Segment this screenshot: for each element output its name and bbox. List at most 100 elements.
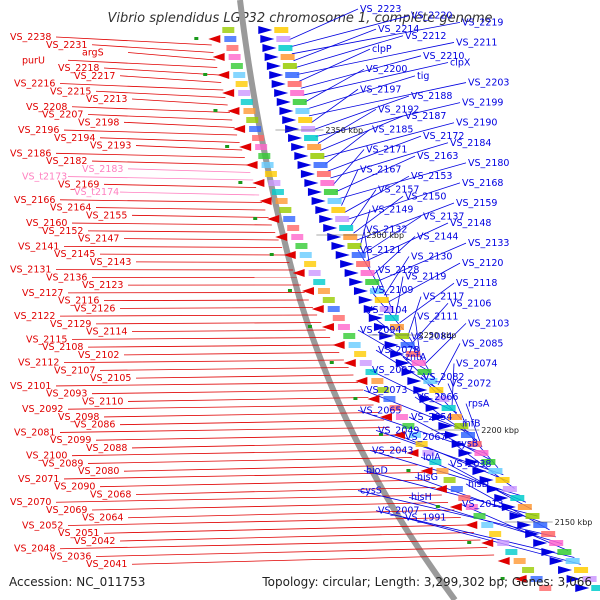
forward-gene-label[interactable]: ihfB [462, 419, 481, 430]
forward-gene-label[interactable]: zntA [405, 352, 427, 363]
reverse-gene-label[interactable]: VS_2186 [10, 148, 51, 159]
reverse-gene-label[interactable]: VS_2127 [22, 288, 63, 299]
reverse-gene-label[interactable]: VS_2217 [74, 71, 115, 82]
forward-gene-label[interactable]: VS_2180 [468, 158, 509, 169]
reverse-gene-label[interactable]: VS_2123 [82, 280, 123, 291]
forward-gene-label[interactable]: hisG [417, 472, 438, 483]
reverse-gene-label[interactable]: VS_2216 [14, 79, 55, 90]
forward-gene-label[interactable]: VS_2132 [366, 225, 407, 236]
forward-gene-label[interactable]: cysS [360, 486, 382, 497]
reverse-gene-label[interactable]: VS_2231 [46, 40, 87, 51]
reverse-gene-label[interactable]: VS_2164 [50, 203, 91, 214]
forward-gene-label[interactable]: VS_2120 [462, 258, 503, 269]
reverse-gene-label[interactable]: VS_2089 [42, 458, 83, 469]
reverse-gene-label[interactable]: VS_2088 [86, 443, 127, 454]
reverse-gene-label[interactable]: VS_2093 [46, 389, 87, 400]
forward-gene-label[interactable]: lolA [423, 452, 441, 463]
reverse-gene-label[interactable]: VS_2193 [90, 141, 131, 152]
reverse-gene-label[interactable]: purU [22, 55, 45, 66]
reverse-gene-label[interactable]: VS_2116 [58, 296, 99, 307]
forward-gene-label[interactable]: bioD [366, 465, 388, 476]
forward-gene-label[interactable]: VS_2118 [456, 278, 497, 289]
forward-gene-label[interactable]: VS_2074 [456, 358, 497, 369]
reverse-gene-label[interactable]: VS_2108 [42, 342, 83, 353]
reverse-gene-label[interactable]: VS_2218 [58, 63, 99, 74]
forward-gene-label[interactable]: VS_2065 [360, 405, 401, 416]
reverse-gene-label[interactable]: VS_2155 [86, 210, 127, 221]
forward-gene-label[interactable]: VS_2073 [366, 385, 407, 396]
reverse-gene-label[interactable]: VS_2042 [74, 536, 115, 547]
reverse-gene-label[interactable]: VS_2141 [18, 241, 59, 252]
reverse-gene-label[interactable]: VS_2115 [26, 334, 67, 345]
reverse-gene-label[interactable]: VS_2129 [50, 319, 91, 330]
reverse-gene-label[interactable]: VS_2102 [78, 350, 119, 361]
forward-gene-label[interactable]: VS_2137 [423, 211, 464, 222]
forward-gene-label[interactable]: VS_2013 [462, 499, 503, 510]
reverse-gene-label[interactable]: VS_2048 [14, 544, 55, 555]
forward-gene-label[interactable]: VS_2130 [411, 251, 452, 262]
forward-gene-label[interactable]: VS_2007 [378, 506, 419, 517]
forward-gene-label[interactable]: VS_2149 [372, 205, 413, 216]
reverse-gene-label[interactable]: VS_2041 [86, 559, 127, 570]
reverse-gene-label[interactable]: VS_2099 [50, 435, 91, 446]
reverse-gene-label[interactable]: VS_2183 [82, 164, 123, 175]
forward-gene-label[interactable]: VS_2214 [378, 24, 419, 35]
reverse-gene-label[interactable]: VS_2152 [42, 226, 83, 237]
forward-gene-label[interactable]: VS_2212 [405, 31, 446, 42]
forward-gene-label[interactable]: VS_2148 [450, 218, 491, 229]
forward-gene-label[interactable]: VS_2211 [456, 37, 497, 48]
reverse-gene-label[interactable]: VS_2114 [86, 327, 127, 338]
forward-gene-label[interactable]: tig [417, 71, 429, 82]
reverse-gene-label[interactable]: VS_2166 [14, 195, 55, 206]
forward-gene-label[interactable]: VS_2150 [405, 191, 446, 202]
forward-gene-label[interactable]: VS_2133 [468, 238, 509, 249]
reverse-gene-label[interactable]: VS_2098 [58, 412, 99, 423]
forward-gene-label[interactable]: VS_2185 [372, 124, 413, 135]
forward-gene-label[interactable]: hisH [411, 492, 432, 503]
reverse-gene-label[interactable]: VS_2207 [42, 110, 83, 121]
forward-gene-label[interactable]: rpsA [468, 399, 490, 410]
reverse-gene-label[interactable]: VS_t2174 [74, 187, 119, 198]
forward-gene-label[interactable]: VS_2084 [411, 332, 452, 343]
reverse-gene-label[interactable]: VS_2101 [10, 381, 51, 392]
reverse-gene-label[interactable]: VS_2051 [58, 528, 99, 539]
reverse-gene-label[interactable]: VS_2182 [46, 156, 87, 167]
reverse-gene-label[interactable]: VS_2069 [46, 505, 87, 516]
reverse-gene-label[interactable]: VS_2169 [58, 179, 99, 190]
reverse-gene-label[interactable]: VS_2143 [90, 257, 131, 268]
reverse-gene-label[interactable]: VS_t2173 [22, 172, 67, 183]
forward-gene-label[interactable]: VS_2103 [468, 318, 509, 329]
forward-gene-label[interactable]: VS_2111 [417, 312, 458, 323]
reverse-gene-label[interactable]: VS_2238 [10, 32, 51, 43]
reverse-gene-label[interactable]: VS_2092 [22, 404, 63, 415]
forward-gene-label[interactable]: VS_2072 [450, 379, 491, 390]
reverse-gene-label[interactable]: VS_2036 [50, 551, 91, 562]
forward-gene-label[interactable]: VS_2038 [450, 459, 491, 470]
reverse-gene-label[interactable]: VS_2068 [90, 489, 131, 500]
forward-gene-label[interactable]: VS_2223 [360, 4, 401, 15]
reverse-gene-label[interactable]: VS_2147 [78, 234, 119, 245]
forward-gene-label[interactable]: VS_2121 [360, 245, 401, 256]
forward-gene-label[interactable]: VS_2200 [366, 64, 407, 75]
forward-gene-label[interactable]: VS_2085 [462, 338, 503, 349]
forward-gene-label[interactable]: VS_2159 [456, 198, 497, 209]
forward-gene-label[interactable]: VS_2199 [462, 98, 503, 109]
reverse-gene-label[interactable]: VS_2086 [74, 420, 115, 431]
forward-gene-label[interactable]: VS_2144 [417, 231, 458, 242]
reverse-gene-label[interactable]: VS_2131 [10, 265, 51, 276]
forward-gene-label[interactable]: VS_2067 [405, 432, 446, 443]
forward-gene-label[interactable]: clpX [450, 58, 471, 69]
reverse-gene-label[interactable]: VS_2122 [14, 311, 55, 322]
reverse-gene-label[interactable]: VS_2110 [82, 396, 123, 407]
forward-gene-label[interactable]: VS_2078 [378, 345, 419, 356]
forward-gene-label[interactable]: VS_2082 [423, 372, 464, 383]
reverse-gene-label[interactable]: VS_2196 [18, 125, 59, 136]
forward-gene-label[interactable]: VS_2172 [423, 131, 464, 142]
reverse-gene-label[interactable]: VS_2100 [26, 451, 67, 462]
reverse-gene-label[interactable]: VS_2105 [90, 373, 131, 384]
reverse-gene-label[interactable]: VS_2112 [18, 358, 59, 369]
reverse-gene-label[interactable]: VS_2071 [18, 474, 59, 485]
forward-gene-label[interactable]: VS_2192 [378, 104, 419, 115]
forward-gene-label[interactable]: VS_2066 [417, 392, 458, 403]
reverse-gene-label[interactable]: VS_2194 [54, 133, 95, 144]
